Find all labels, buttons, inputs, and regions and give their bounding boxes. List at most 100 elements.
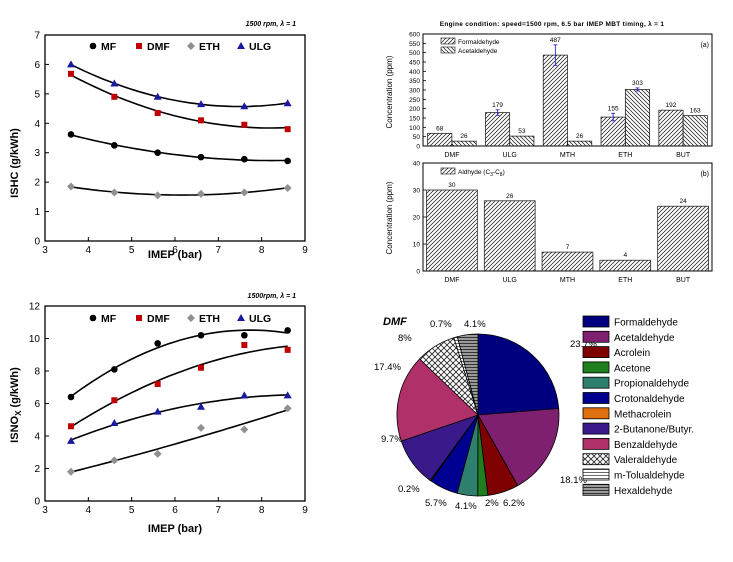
pie-legend-swatch	[582, 468, 610, 481]
bar-acetaldehyde	[451, 140, 477, 147]
pie-legend-label: Methacrolein	[614, 409, 671, 420]
pie-slice-label: 4.1%	[464, 319, 486, 330]
legend-marker	[89, 314, 97, 322]
point-dmf	[68, 70, 74, 77]
y-tick-label: 12	[29, 302, 41, 313]
legend-label: ULG	[249, 41, 271, 53]
pie-slice-benzaldehyde	[396, 358, 479, 442]
legend-label: ETH	[199, 41, 220, 53]
legend-label: DMF	[147, 41, 170, 53]
point-ulg	[283, 99, 292, 107]
y-tick-label: 40	[413, 161, 421, 168]
data-label: 26	[506, 193, 514, 200]
pie-legend-label: Propionaldehyde	[614, 379, 689, 390]
x-category-label: BUT	[676, 152, 691, 159]
point-mf	[241, 331, 248, 339]
pie-legend-swatch	[582, 407, 610, 420]
bar-a-ylabel: Concentration (ppm)	[385, 55, 394, 128]
point-eth	[240, 188, 249, 197]
point-ulg	[283, 391, 292, 399]
pie-legend-label: Valeraldehyde	[614, 455, 678, 466]
y-tick-label: 50	[413, 134, 421, 141]
bar-b-ylabel: Concentration (ppm)	[385, 181, 394, 254]
bar-panel-label-b: (b)	[700, 171, 709, 178]
pie-slice-label: 23.7%	[570, 339, 597, 350]
bar-aldehyde	[483, 200, 536, 272]
point-dmf	[111, 93, 118, 100]
y-tick-label: 1	[34, 207, 40, 218]
pie-legend-swatch	[582, 392, 610, 404]
pie-legend-label: m-Tolualdehyde	[614, 471, 685, 482]
point-eth	[67, 467, 75, 476]
bar-formaldehyde	[485, 112, 511, 147]
point-ulg	[110, 79, 119, 87]
x-tick-label: 9	[302, 505, 308, 516]
pie-slice-label: 6.2%	[503, 498, 525, 509]
pie-legend-label: 2-Butanone/Butyr.	[614, 425, 694, 436]
point-ulg	[67, 60, 75, 68]
pie-slice-hexaldehyde	[456, 333, 479, 416]
isnox-chart: 1500rpm, λ = 1 ISNOX (g/kWh) IMEP (bar) …	[9, 292, 308, 535]
point-dmf	[154, 109, 161, 116]
y-tick-label: 20	[413, 215, 421, 222]
point-eth	[197, 423, 205, 432]
legend-swatch	[440, 167, 456, 175]
fit-curve-mf	[70, 329, 288, 398]
y-tick-label: 500	[409, 50, 420, 57]
bar-aldehyde	[426, 189, 478, 272]
x-tick-label: 4	[86, 505, 92, 516]
legend-swatch	[440, 46, 456, 54]
point-ulg	[197, 402, 205, 410]
data-label: 53	[518, 128, 526, 135]
pie-legend-swatch	[582, 453, 610, 466]
point-dmf	[68, 423, 74, 430]
point-eth	[197, 189, 205, 198]
bar-formaldehyde	[658, 109, 684, 147]
pie-legend-label: Acetone	[614, 363, 651, 374]
y-tick-label: 7	[34, 31, 40, 42]
y-tick-label: 0	[416, 144, 420, 151]
pie-legend-swatch	[582, 315, 610, 328]
fit-curve-eth	[70, 186, 288, 196]
fit-curve-dmf	[70, 74, 288, 129]
legend-label: Formaldehyde	[458, 39, 500, 46]
x-category-label: ULG	[502, 277, 516, 284]
x-category-label: ETH	[618, 152, 632, 159]
bar-panel-label-a: (a)	[700, 42, 709, 49]
fit-curve-mf	[70, 134, 288, 162]
aldehyde-bar-chart-b: (b) Concentration (ppm) 0 10 20 30 40 DMF 30 UL…	[385, 161, 713, 284]
bar-acetaldehyde	[682, 115, 708, 147]
data-label: 163	[690, 108, 701, 115]
legend-marker	[136, 315, 142, 321]
legend-marker	[237, 314, 245, 321]
ishc-xlabel: IMEP (bar)	[148, 249, 203, 261]
y-tick-label: 8	[34, 367, 40, 378]
point-eth	[153, 191, 162, 200]
point-dmf	[284, 126, 291, 133]
y-tick-label: 3	[34, 148, 40, 159]
x-tick-label: 9	[302, 245, 308, 256]
point-ulg	[153, 92, 162, 100]
point-ulg	[67, 436, 75, 444]
y-tick-label: 550	[409, 41, 420, 48]
point-mf	[241, 155, 248, 163]
fit-curve-ulg	[70, 394, 288, 441]
point-ulg	[240, 391, 249, 399]
ishc-ylabel: ISHC (g/kWh)	[9, 128, 21, 198]
pie-legend-swatch	[582, 330, 610, 343]
data-label: 155	[608, 105, 619, 112]
isnox-annotation: 1500rpm, λ = 1	[248, 292, 297, 300]
point-eth	[153, 449, 162, 458]
fit-curve-eth	[70, 409, 288, 473]
x-tick-label: 6	[172, 245, 178, 256]
legend-label: MF	[101, 313, 117, 325]
bar-acetaldehyde	[509, 135, 535, 147]
x-category-label: ULG	[502, 152, 516, 159]
pie-legend-label: Acetaldehyde	[614, 333, 675, 344]
point-mf	[111, 366, 118, 373]
point-dmf	[198, 117, 204, 124]
y-tick-label: 250	[409, 97, 420, 104]
isnox-ylabel: ISNOX (g/kWh)	[9, 367, 23, 443]
x-category-label: MTH	[560, 277, 575, 284]
y-tick-label: 400	[409, 69, 420, 76]
